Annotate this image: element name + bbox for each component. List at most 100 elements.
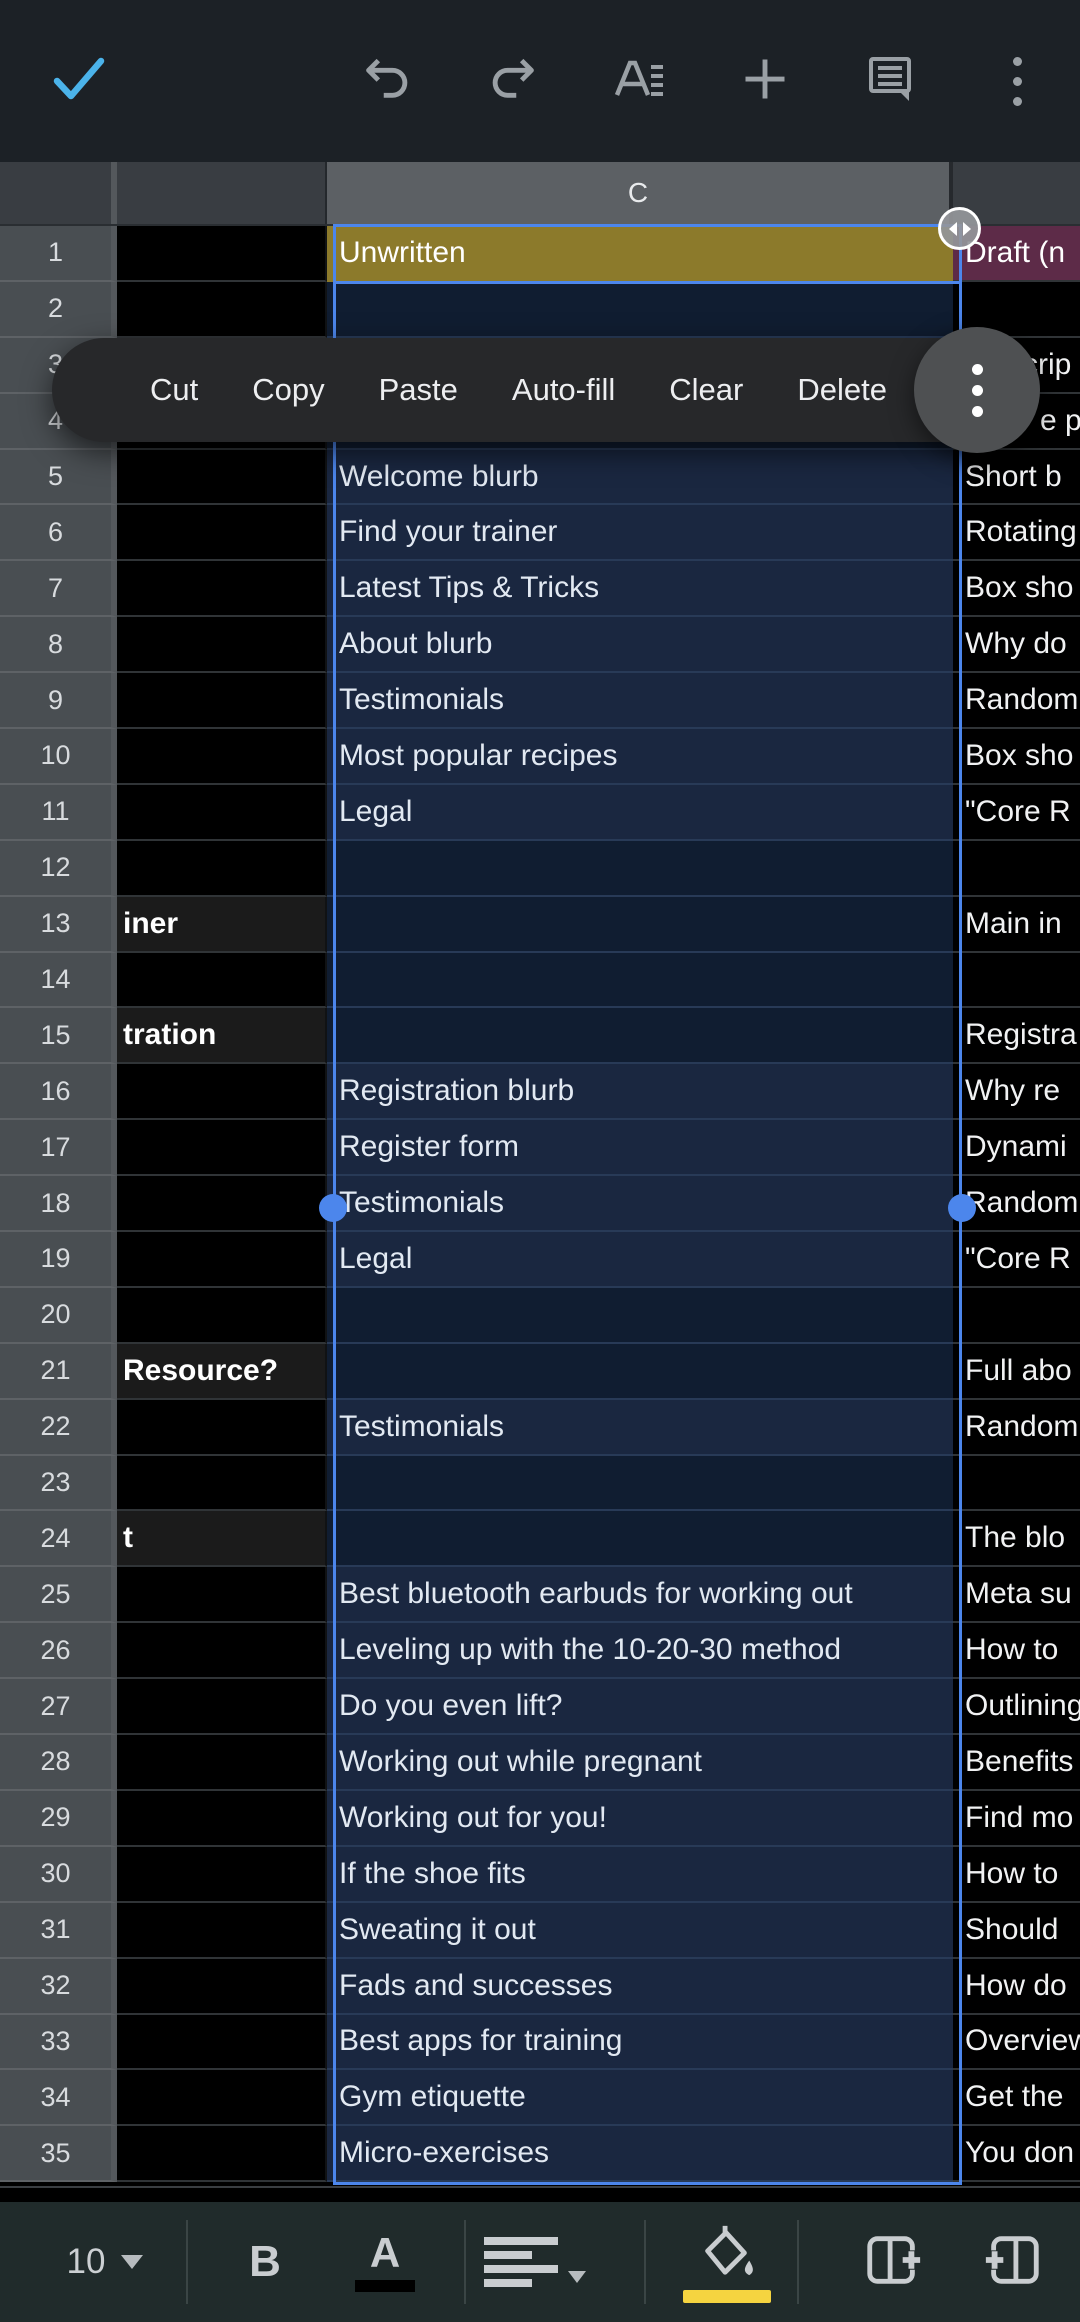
row-header-2[interactable]: 2 [0, 281, 117, 338]
row-header-22[interactable]: 22 [0, 1399, 117, 1456]
cell-C24[interactable] [327, 1511, 953, 1568]
cell-C27[interactable]: Do you even lift? [327, 1679, 953, 1736]
cell-B30[interactable] [117, 1846, 327, 1903]
row-header-24[interactable]: 24 [0, 1511, 117, 1568]
row-header-34[interactable]: 34 [0, 2070, 117, 2127]
done-check-button[interactable] [44, 46, 114, 116]
row-header-28[interactable]: 28 [0, 1735, 117, 1791]
cell-C33[interactable]: Best apps for training [327, 2014, 953, 2071]
cell-C19[interactable]: Legal [327, 1232, 953, 1288]
cell-B14[interactable] [117, 952, 327, 1009]
cell-C23[interactable] [327, 1455, 953, 1512]
column-resize-handle[interactable] [938, 207, 981, 250]
cell-B8[interactable] [117, 617, 327, 674]
cell-B31[interactable] [117, 1902, 327, 1959]
cell-D10[interactable]: Box sho [953, 729, 1080, 785]
cell-C15[interactable] [327, 1008, 953, 1065]
cell-C13[interactable] [327, 896, 953, 953]
cell-B11[interactable] [117, 784, 327, 841]
cell-C14[interactable] [327, 952, 953, 1009]
cell-C32[interactable]: Fads and successes [327, 1958, 953, 2015]
column-header-c[interactable]: C [327, 162, 953, 224]
row-header-6[interactable]: 6 [0, 505, 117, 562]
cell-D35[interactable]: You don [953, 2126, 1080, 2183]
cell-D13[interactable]: Main in [953, 896, 1080, 953]
cell-B18[interactable] [117, 1176, 327, 1233]
cell-D11[interactable]: "Core R [953, 784, 1080, 841]
cell-B5[interactable] [117, 449, 327, 506]
cell-D16[interactable]: Why re [953, 1064, 1080, 1121]
cell-D26[interactable]: How to [953, 1623, 1080, 1680]
cell-B6[interactable] [117, 505, 327, 562]
align-button[interactable] [470, 2202, 600, 2322]
cell-C29[interactable]: Working out for you! [327, 1790, 953, 1847]
cell-D12[interactable] [953, 840, 1080, 897]
cell-B7[interactable] [117, 561, 327, 618]
cell-C35[interactable]: Micro-exercises [327, 2126, 953, 2183]
cell-C26[interactable]: Leveling up with the 10-20-30 method [327, 1623, 953, 1680]
context-menu-overflow-button[interactable] [914, 327, 1040, 453]
cell-D21[interactable]: Full abo [953, 1343, 1080, 1400]
cell-C21[interactable] [327, 1343, 953, 1400]
row-header-32[interactable]: 32 [0, 1958, 117, 2015]
insert-column-right-button[interactable] [838, 2202, 948, 2322]
context-menu-item-auto-fill[interactable]: Auto-fill [511, 372, 616, 407]
cell-D9[interactable]: Random [953, 673, 1080, 730]
cell-D27[interactable]: Outlining [953, 1679, 1080, 1736]
select-all-corner[interactable] [0, 162, 117, 224]
cell-B29[interactable] [117, 1790, 327, 1847]
context-menu-item-delete[interactable]: Delete [797, 372, 887, 407]
text-color-button[interactable]: A [330, 2202, 440, 2322]
cell-D32[interactable]: How do [953, 1958, 1080, 2015]
bold-button[interactable]: B [215, 2202, 315, 2322]
cell-B32[interactable] [117, 1958, 327, 2015]
row-header-15[interactable]: 15 [0, 1008, 117, 1065]
undo-button[interactable] [324, 21, 450, 141]
cell-B13[interactable]: iner [117, 896, 327, 953]
cell-B9[interactable] [117, 673, 327, 730]
cell-C18[interactable]: Testimonials [327, 1176, 953, 1233]
row-header-1[interactable]: 1 [0, 226, 117, 282]
row-header-33[interactable]: 33 [0, 2014, 117, 2071]
row-header-17[interactable]: 17 [0, 1120, 117, 1177]
row-header-29[interactable]: 29 [0, 1790, 117, 1847]
row-header-21[interactable]: 21 [0, 1343, 117, 1400]
row-header-11[interactable]: 11 [0, 784, 117, 841]
cell-C22[interactable]: Testimonials [327, 1399, 953, 1456]
row-header-20[interactable]: 20 [0, 1287, 117, 1344]
cell-B20[interactable] [117, 1287, 327, 1344]
cell-C31[interactable]: Sweating it out [327, 1902, 953, 1959]
cell-C30[interactable]: If the shoe fits [327, 1846, 953, 1903]
cell-C20[interactable] [327, 1287, 953, 1344]
column-header-b[interactable] [117, 162, 327, 224]
row-header-19[interactable]: 19 [0, 1232, 117, 1288]
cell-B33[interactable] [117, 2014, 327, 2071]
row-header-14[interactable]: 14 [0, 952, 117, 1009]
cell-B35[interactable] [117, 2126, 327, 2183]
row-header-7[interactable]: 7 [0, 561, 117, 618]
cell-C2[interactable] [327, 281, 953, 338]
cell-D23[interactable] [953, 1455, 1080, 1512]
cell-C8[interactable]: About blurb [327, 617, 953, 674]
row-header-12[interactable]: 12 [0, 840, 117, 897]
text-format-button[interactable] [576, 21, 702, 141]
cell-D14[interactable] [953, 952, 1080, 1009]
cell-D28[interactable]: Benefits [953, 1735, 1080, 1791]
row-header-13[interactable]: 13 [0, 896, 117, 953]
row-header-31[interactable]: 31 [0, 1902, 117, 1959]
cell-B28[interactable] [117, 1735, 327, 1791]
cell-D20[interactable] [953, 1287, 1080, 1344]
fill-color-button[interactable] [662, 2202, 792, 2322]
cell-C16[interactable]: Registration blurb [327, 1064, 953, 1121]
row-header-18[interactable]: 18 [0, 1176, 117, 1233]
cell-D22[interactable]: Random [953, 1399, 1080, 1456]
cell-C25[interactable]: Best bluetooth earbuds for working out [327, 1567, 953, 1624]
cell-D7[interactable]: Box sho [953, 561, 1080, 618]
cell-C12[interactable] [327, 840, 953, 897]
row-header-8[interactable]: 8 [0, 617, 117, 674]
cell-C1[interactable]: Unwritten [327, 226, 953, 282]
cell-B2[interactable] [117, 281, 327, 338]
cell-C17[interactable]: Register form [327, 1120, 953, 1177]
cell-D31[interactable]: Should [953, 1902, 1080, 1959]
cell-C6[interactable]: Find your trainer [327, 505, 953, 562]
